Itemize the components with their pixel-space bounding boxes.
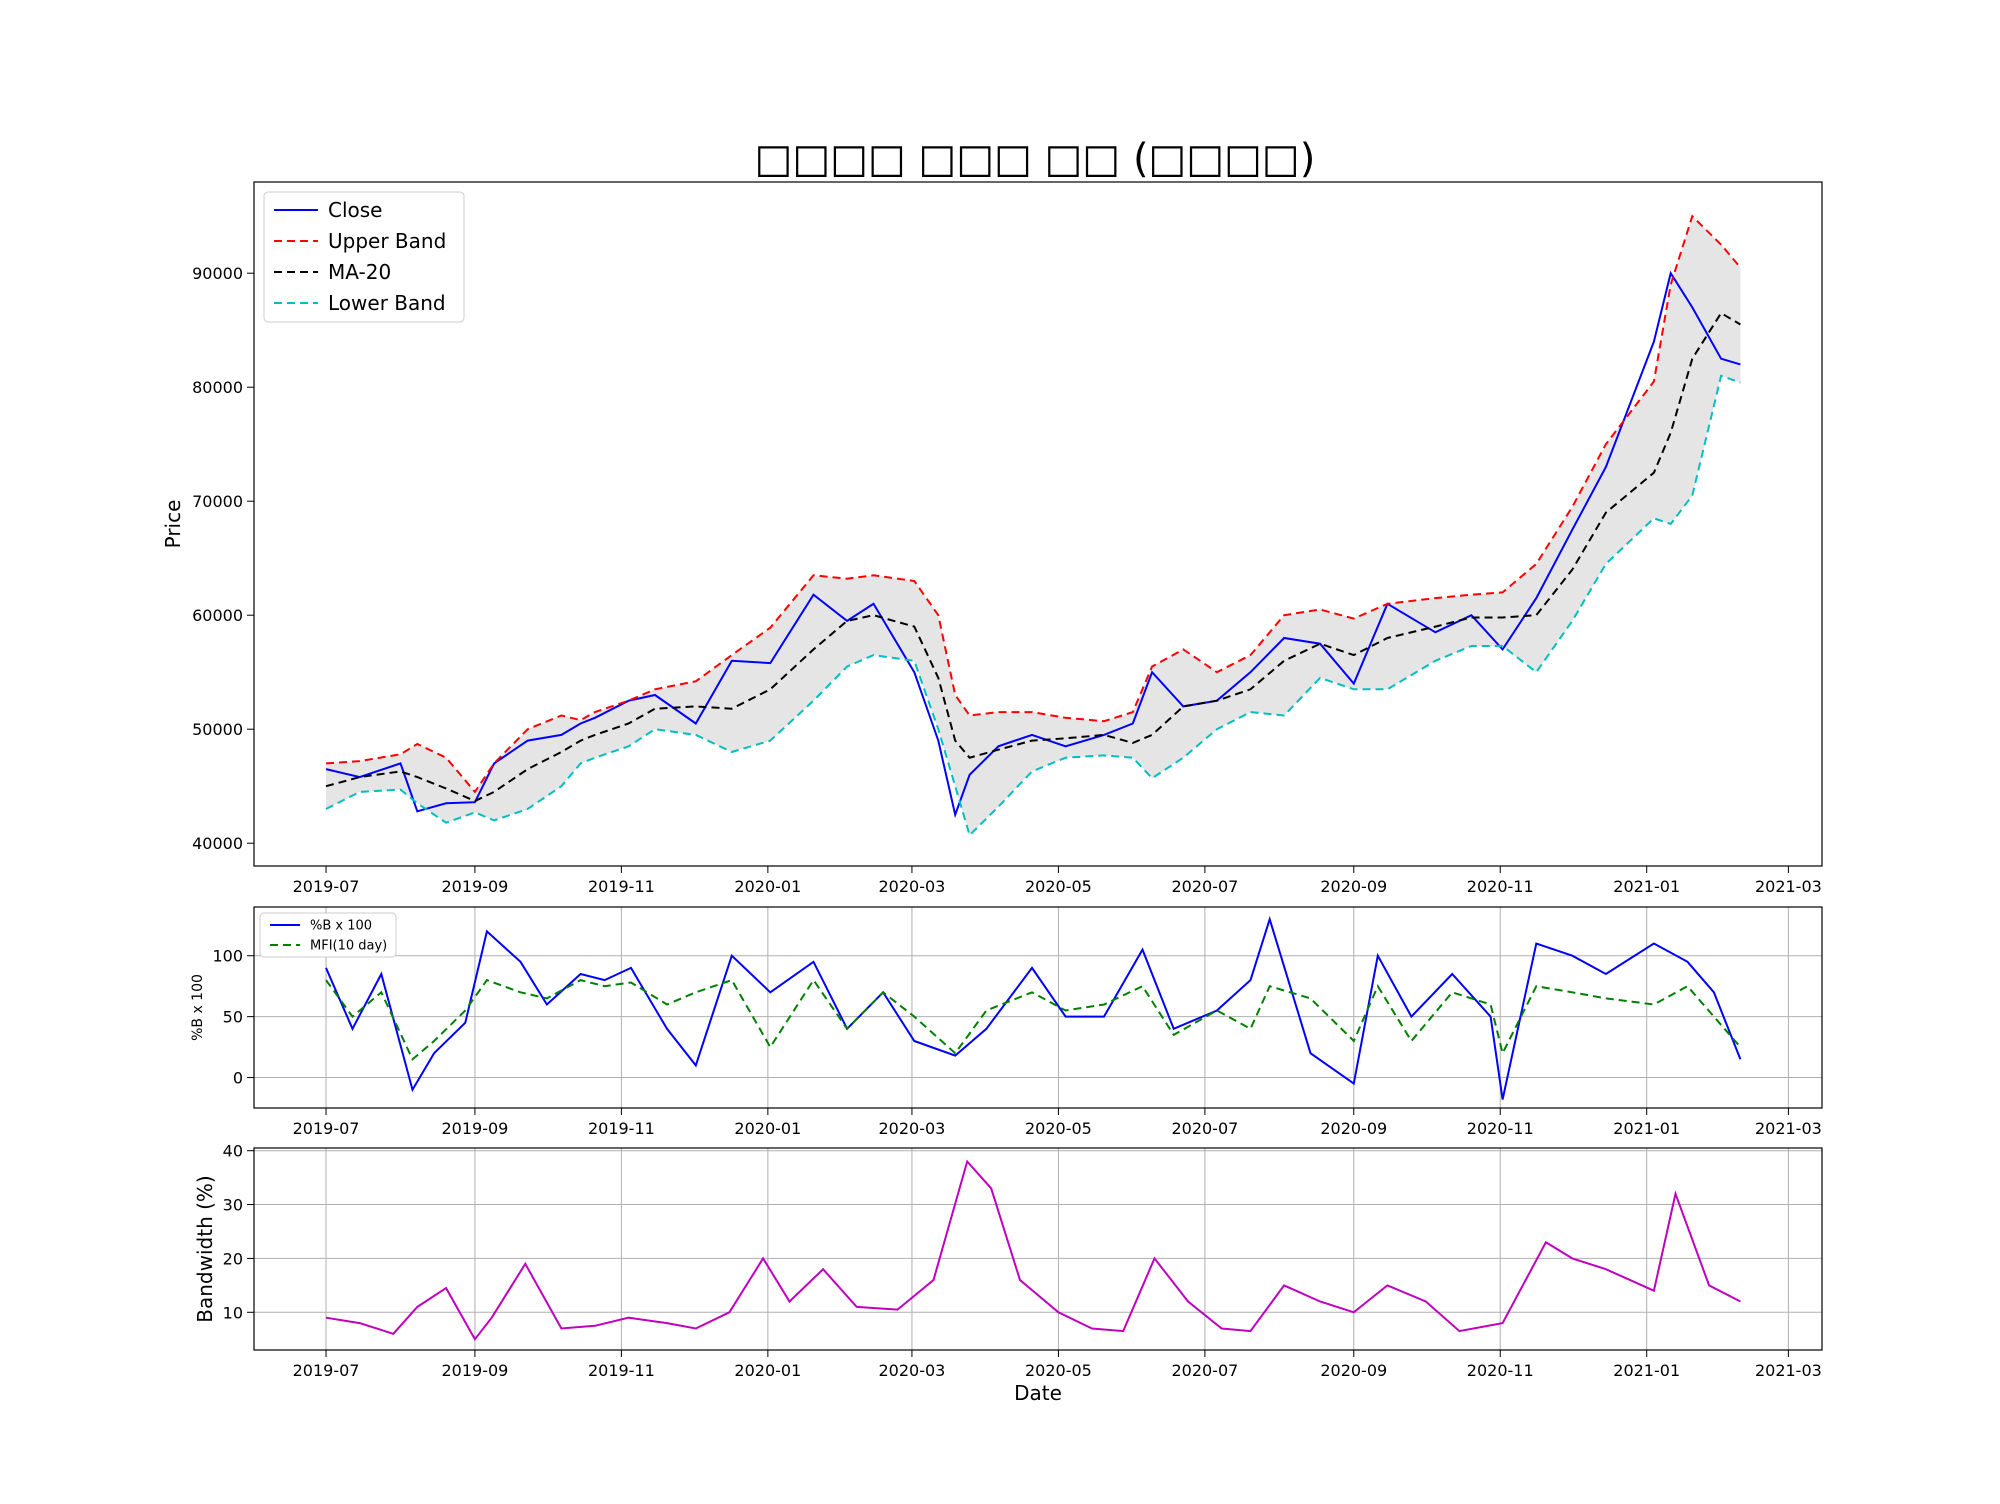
y-tick-label-5: 90000 bbox=[192, 264, 243, 283]
x-tick-label-7: 2020-09 bbox=[1320, 1119, 1387, 1138]
x-tick-label-7: 2020-09 bbox=[1320, 877, 1387, 896]
x-tick-label-6: 2020-07 bbox=[1171, 1119, 1238, 1138]
x-axis-label: Date bbox=[1014, 1381, 1062, 1405]
y-axis-label: %B x 100 bbox=[190, 974, 206, 1041]
x-tick-label-5: 2020-05 bbox=[1025, 1361, 1092, 1380]
y-tick-label-3: 40 bbox=[223, 1142, 243, 1161]
x-tick-label-2: 2019-11 bbox=[588, 1119, 655, 1138]
x-tick-label-0: 2019-07 bbox=[293, 877, 360, 896]
x-tick-label-7: 2020-09 bbox=[1320, 1361, 1387, 1380]
series-close bbox=[325, 270, 1741, 819]
x-tick-label-6: 2020-07 bbox=[1171, 877, 1238, 896]
x-tick-label-6: 2020-07 bbox=[1171, 1361, 1238, 1380]
y-tick-label-1: 50 bbox=[223, 1008, 243, 1027]
y-tick-label-2: 30 bbox=[223, 1196, 243, 1215]
bandwidth-panel: 2019-07 2019-09 2019-11 2020-01 2020-03 2020-… bbox=[193, 1142, 1823, 1405]
x-tick-label-4: 2020-03 bbox=[879, 1119, 946, 1138]
y-tick-label-2: 60000 bbox=[192, 606, 243, 625]
legend-box bbox=[263, 191, 465, 323]
x-tick-label-3: 2020-01 bbox=[734, 877, 801, 896]
x-tick-label-8: 2020-11 bbox=[1467, 877, 1534, 896]
y-tick-label-0: 10 bbox=[223, 1303, 243, 1322]
y-axis-label: Price bbox=[161, 500, 185, 549]
y-tick-label-0: 0 bbox=[233, 1069, 243, 1088]
x-tick-label-0: 2019-07 bbox=[293, 1119, 360, 1138]
series-bandwidth bbox=[325, 1159, 1741, 1341]
series--b-x-100 bbox=[325, 915, 1742, 1100]
legend-label-2: MA-20 bbox=[328, 260, 391, 284]
series-lower-band bbox=[325, 374, 1741, 838]
legend-label-0: Close bbox=[328, 198, 382, 222]
y-axis-label: Bandwidth (%) bbox=[193, 1175, 217, 1322]
x-tick-label-9: 2021-01 bbox=[1613, 1361, 1680, 1380]
x-tick-label-3: 2020-01 bbox=[734, 1361, 801, 1380]
percent-b-panel: 2019-07 2019-09 2019-11 2020-01 2020-03 2020-… bbox=[190, 906, 1823, 1138]
series-mfi-10-day- bbox=[325, 978, 1742, 1061]
axes-frame bbox=[253, 1147, 1823, 1351]
x-tick-label-8: 2020-11 bbox=[1467, 1361, 1534, 1380]
x-tick-label-4: 2020-03 bbox=[879, 1361, 946, 1380]
x-tick-label-10: 2021-03 bbox=[1755, 1361, 1822, 1380]
band-fill bbox=[326, 216, 1741, 836]
legend-label-1: Upper Band bbox=[328, 229, 446, 253]
x-tick-label-1: 2019-09 bbox=[441, 877, 508, 896]
y-tick-label-1: 20 bbox=[223, 1249, 243, 1268]
x-tick-label-0: 2019-07 bbox=[293, 1361, 360, 1380]
x-tick-label-1: 2019-09 bbox=[441, 1119, 508, 1138]
axes-frame bbox=[253, 906, 1823, 1109]
series-upper-band bbox=[325, 214, 1742, 794]
y-tick-label-0: 40000 bbox=[192, 834, 243, 853]
x-tick-label-3: 2020-01 bbox=[734, 1119, 801, 1138]
x-tick-label-10: 2021-03 bbox=[1755, 1119, 1822, 1138]
price-panel: 2019-07 2019-09 2019-11 2020-01 2020-03 2020-… bbox=[161, 181, 1823, 896]
x-tick-label-9: 2021-01 bbox=[1613, 877, 1680, 896]
series-ma-20 bbox=[325, 311, 1741, 803]
x-tick-label-4: 2020-03 bbox=[879, 877, 946, 896]
x-tick-label-5: 2020-05 bbox=[1025, 1119, 1092, 1138]
chart-title: □□□□ □□□ □□ (□□□□) bbox=[755, 136, 1316, 182]
x-tick-label-2: 2019-11 bbox=[588, 1361, 655, 1380]
y-tick-label-1: 50000 bbox=[192, 720, 243, 739]
x-tick-label-10: 2021-03 bbox=[1755, 877, 1822, 896]
x-tick-label-9: 2021-01 bbox=[1613, 1119, 1680, 1138]
x-tick-label-5: 2020-05 bbox=[1025, 877, 1092, 896]
y-tick-label-2: 100 bbox=[212, 947, 243, 966]
legend-label-1: MFI(10 day) bbox=[310, 939, 387, 954]
axes-frame bbox=[253, 181, 1823, 867]
x-tick-label-8: 2020-11 bbox=[1467, 1119, 1534, 1138]
y-tick-label-3: 70000 bbox=[192, 492, 243, 511]
x-tick-label-2: 2019-11 bbox=[588, 877, 655, 896]
x-tick-label-1: 2019-09 bbox=[441, 1361, 508, 1380]
y-tick-label-4: 80000 bbox=[192, 378, 243, 397]
legend-label-0: %B x 100 bbox=[310, 919, 372, 934]
legend-label-3: Lower Band bbox=[328, 291, 446, 315]
